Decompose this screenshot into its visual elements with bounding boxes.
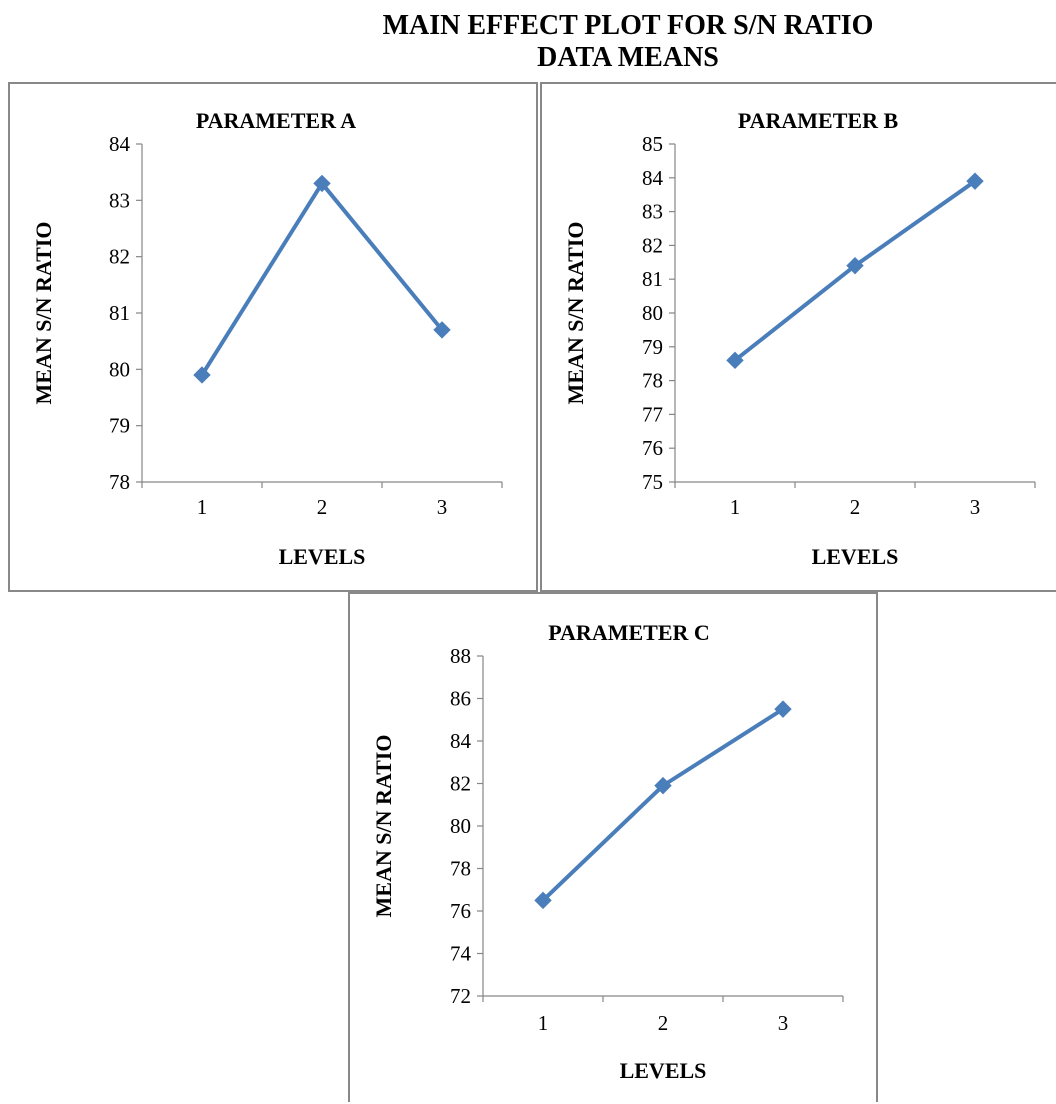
- y-tick-label: 83: [642, 200, 663, 224]
- chart-svg-parameter-b: PARAMETER B MEAN S/N RATIO LEVELS 75 76 77 78 7…: [563, 108, 1036, 569]
- x-tick-label: 1: [538, 1011, 549, 1035]
- y-tick-label: 86: [450, 687, 471, 711]
- y-tick-label: 72: [450, 984, 471, 1008]
- y-tick-label: 79: [642, 335, 663, 359]
- y-tick-label: 76: [642, 436, 663, 460]
- x-tick-label: 2: [317, 495, 328, 519]
- chart-title: PARAMETER C: [548, 620, 710, 645]
- chart-svg-parameter-a: PARAMETER A MEAN S/N RATIO LEVELS 78 79 80 81 8…: [31, 108, 503, 569]
- y-tick-label: 85: [642, 132, 663, 156]
- figure-title-line1: MAIN EFFECT PLOT FOR S/N RATIO: [382, 10, 874, 41]
- chart-title: PARAMETER A: [196, 108, 356, 133]
- x-axis-label: LEVELS: [279, 544, 366, 569]
- y-tick-label: 81: [109, 301, 130, 325]
- y-tick-label: 84: [109, 132, 131, 156]
- data-point-marker: [846, 256, 864, 275]
- y-tick-label: 75: [642, 470, 663, 494]
- figure-title-line2: DATA MEANS: [537, 42, 719, 73]
- y-tick-label: 77: [642, 402, 663, 426]
- y-tick-label: 80: [642, 301, 663, 325]
- x-tick-label: 2: [658, 1011, 669, 1035]
- y-tick-label: 78: [450, 857, 471, 881]
- data-point-marker: [313, 174, 331, 193]
- chart-panel-parameter-a: PARAMETER A MEAN S/N RATIO LEVELS 78 79 80 81 8…: [8, 82, 538, 592]
- data-point-marker: [433, 321, 451, 339]
- y-tick-label: 78: [642, 369, 663, 393]
- y-tick-label: 80: [450, 814, 471, 838]
- y-tick-label: 76: [450, 899, 471, 923]
- chart-panel-parameter-c: PARAMETER C MEAN S/N RATIO LEVELS 72 74 76 78 8…: [348, 592, 878, 1102]
- data-point-marker: [966, 172, 984, 190]
- x-tick-label: 3: [778, 1011, 789, 1035]
- y-tick-label: 84: [450, 729, 472, 753]
- x-tick-label: 1: [197, 495, 208, 519]
- y-axis-label: MEAN S/N RATIO: [371, 735, 396, 918]
- x-axis-label: LEVELS: [812, 544, 899, 569]
- y-axis-label: MEAN S/N RATIO: [31, 222, 56, 405]
- data-point-marker: [534, 891, 552, 910]
- y-tick-label: 84: [642, 166, 664, 190]
- y-tick-label: 80: [109, 357, 130, 381]
- y-tick-label: 78: [109, 470, 130, 494]
- y-axis-label: MEAN S/N RATIO: [563, 222, 588, 405]
- data-point-marker: [654, 776, 672, 795]
- chart-svg-parameter-c: PARAMETER C MEAN S/N RATIO LEVELS 72 74 76 78 8…: [371, 620, 844, 1083]
- data-point-marker: [193, 366, 211, 384]
- chart-title: PARAMETER B: [738, 108, 899, 133]
- x-tick-label: 3: [970, 495, 981, 519]
- series-line: [541, 707, 785, 903]
- x-tick-label: 3: [437, 495, 448, 519]
- data-point-marker: [774, 700, 792, 718]
- x-axis-label: LEVELS: [620, 1058, 707, 1083]
- y-tick-label: 79: [109, 414, 130, 438]
- data-point-marker: [726, 351, 744, 370]
- figure-title: MAIN EFFECT PLOT FOR S/N RATIO DATA MEAN…: [0, 10, 1056, 74]
- chart-panel-parameter-b: PARAMETER B MEAN S/N RATIO LEVELS 75 76 77 78 7…: [540, 82, 1056, 592]
- y-tick-label: 82: [642, 233, 663, 257]
- series-line: [200, 181, 444, 377]
- x-tick-label: 1: [730, 495, 741, 519]
- y-tick-label: 82: [109, 245, 130, 269]
- x-tick-label: 2: [850, 495, 861, 519]
- y-tick-label: 74: [450, 942, 472, 966]
- y-tick-label: 81: [642, 267, 663, 291]
- y-tick-label: 82: [450, 772, 471, 796]
- y-tick-label: 88: [450, 644, 471, 668]
- y-tick-label: 83: [109, 188, 130, 212]
